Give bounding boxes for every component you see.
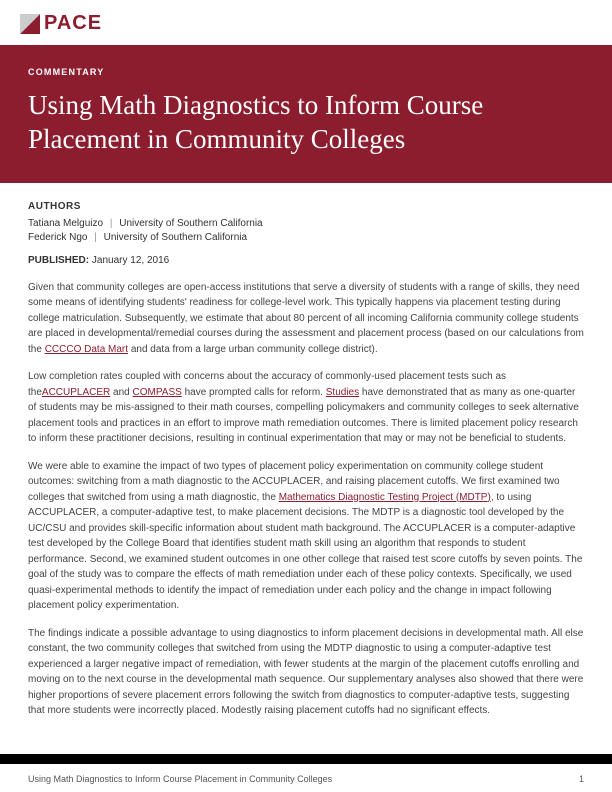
author-row: Federick Ngo | University of Southern Ca… xyxy=(28,232,584,243)
paragraph-3: We were able to examine the impact of tw… xyxy=(28,459,584,614)
text: and xyxy=(110,387,132,398)
link-mdtp[interactable]: Mathematics Diagnostic Testing Project (… xyxy=(279,492,491,503)
link-compass[interactable]: COMPASS xyxy=(133,387,182,398)
text: and data from a large urban community co… xyxy=(128,344,378,355)
author-affiliation: University of Southern California xyxy=(104,232,247,243)
separator: | xyxy=(110,218,113,229)
text: , to using ACCUPLACER, a computer-adapti… xyxy=(28,492,582,612)
published-date: January 12, 2016 xyxy=(92,255,169,266)
published-row: PUBLISHED: January 12, 2016 xyxy=(28,255,584,266)
article-content: AUTHORS Tatiana Melguizo | University of… xyxy=(0,183,612,719)
published-label: PUBLISHED: xyxy=(28,255,89,266)
header-logo-bar: PACE xyxy=(0,0,612,45)
paragraph-1: Given that community colleges are open-a… xyxy=(28,280,584,358)
paragraph-4: The findings indicate a possible advanta… xyxy=(28,626,584,719)
separator: | xyxy=(94,232,97,243)
footer: Using Math Diagnostics to Inform Course … xyxy=(28,774,584,784)
author-name: Tatiana Melguizo xyxy=(28,218,103,229)
link-accuplacer[interactable]: ACCUPLACER xyxy=(42,387,110,398)
author-row: Tatiana Melguizo | University of Souther… xyxy=(28,218,584,229)
category-label: COMMENTARY xyxy=(28,67,584,77)
footer-title: Using Math Diagnostics to Inform Course … xyxy=(28,774,332,784)
author-name: Federick Ngo xyxy=(28,232,87,243)
footer-page: 1 xyxy=(579,774,584,784)
link-studies[interactable]: Studies xyxy=(326,387,359,398)
logo-icon xyxy=(20,14,40,34)
logo-text: PACE xyxy=(44,12,102,35)
logo[interactable]: PACE xyxy=(20,12,592,35)
author-affiliation: University of Southern California xyxy=(119,218,262,229)
paragraph-2: Low completion rates coupled with concer… xyxy=(28,369,584,447)
footer-divider xyxy=(0,754,612,764)
authors-heading: AUTHORS xyxy=(28,201,584,212)
hero-banner: COMMENTARY Using Math Diagnostics to Inf… xyxy=(0,45,612,183)
text: have prompted calls for reform. xyxy=(182,387,326,398)
article-title: Using Math Diagnostics to Inform Course … xyxy=(28,89,584,157)
link-cccco[interactable]: CCCCO Data Mart xyxy=(45,344,128,355)
